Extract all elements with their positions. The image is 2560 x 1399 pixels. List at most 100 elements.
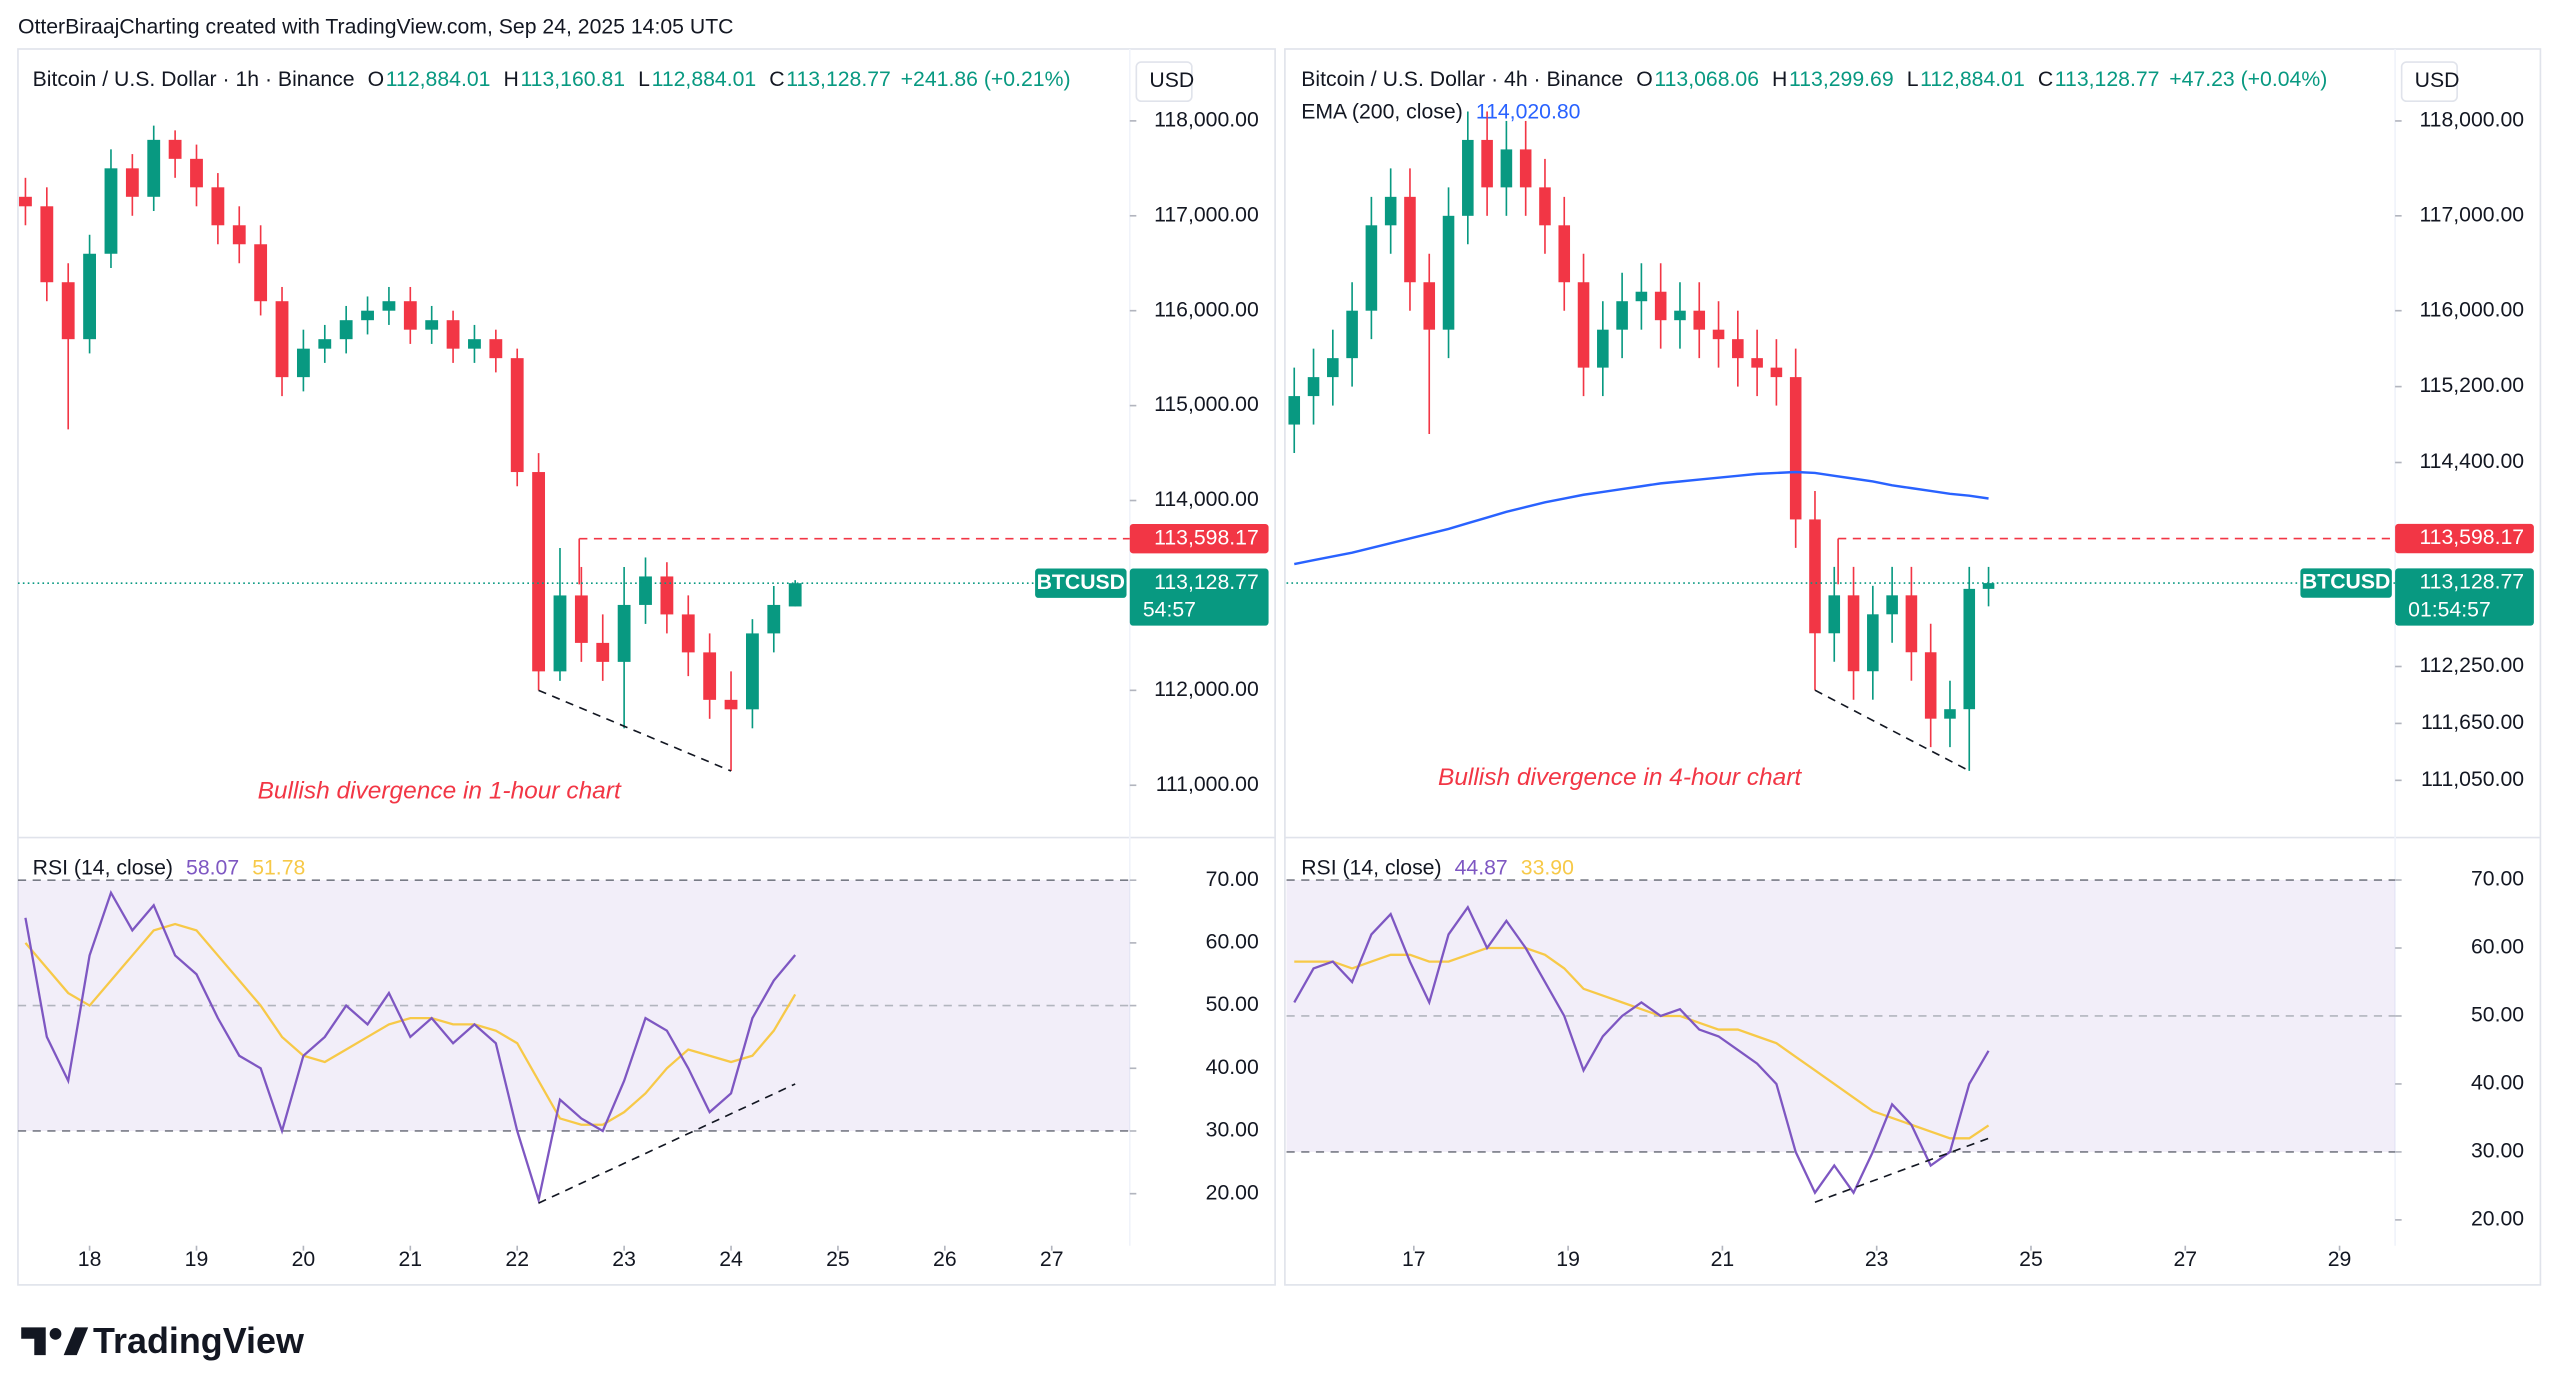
candle-body <box>1847 595 1860 672</box>
y-tick-label: 118,000.00 <box>1154 108 1259 131</box>
y-tick-label: 115,200.00 <box>2419 374 2524 397</box>
candle-body <box>1558 225 1571 283</box>
y-tick-label: 30.00 <box>1206 1119 1259 1142</box>
legend-item: 112,884.01 <box>386 68 491 91</box>
legend-item: RSI (14, close) <box>33 856 173 879</box>
candle-body <box>1635 291 1648 302</box>
panel-frame <box>1284 48 2542 1286</box>
legend-item: H <box>1772 68 1787 91</box>
legend-item: C <box>769 68 784 91</box>
legend-item: H <box>504 68 519 91</box>
candle-body <box>724 699 738 710</box>
y-tick-label: 117,000.00 <box>2419 203 2524 226</box>
y-tick-label: 114,000.00 <box>1154 488 1259 511</box>
resistance-label: 113,598.17 <box>2419 526 2524 549</box>
candle-body <box>703 652 717 700</box>
candle-body <box>1944 709 1956 719</box>
candle-body <box>1442 215 1455 330</box>
symbol-label: BTCUSD <box>2302 571 2390 594</box>
legend: EMA (200, close) 114,020.80 <box>1301 100 1580 123</box>
currency: USD <box>2415 69 2460 92</box>
credit: OtterBiraajCharting created with Trading… <box>18 15 734 38</box>
candle-body <box>1307 377 1320 397</box>
legend-item: O <box>368 68 385 91</box>
legend-item: Bitcoin / U.S. Dollar · 1h · Binance <box>33 68 355 91</box>
candle-body <box>1423 282 1436 330</box>
candle-body <box>532 472 546 672</box>
y-tick-label: 112,250.00 <box>2419 654 2524 677</box>
candle-body <box>125 168 139 197</box>
candle-body <box>1462 139 1474 216</box>
candle-body <box>1905 595 1918 653</box>
y-tick-label: 116,000.00 <box>2419 298 2524 321</box>
y-tick-label: 50.00 <box>1206 993 1259 1016</box>
rsi-line <box>24 922 797 1126</box>
brand-logo <box>21 1327 89 1356</box>
legend-item: 112,884.01 <box>652 68 757 91</box>
candle-body <box>1924 652 1937 719</box>
legend-item: 44.87 <box>1455 856 1508 879</box>
legend-item: 51.78 <box>252 856 305 879</box>
y-tick-label: 117,000.00 <box>1154 203 1259 226</box>
candle-body <box>190 158 203 188</box>
rsi-line <box>1294 946 1990 1140</box>
candle-body <box>83 253 97 340</box>
y-tick-label: 60.00 <box>2471 936 2524 959</box>
candle-body <box>339 320 353 340</box>
x-tick-label: 18 <box>78 1248 102 1271</box>
legend: Bitcoin / U.S. Dollar · 1h · Binance O 112… <box>33 68 1071 91</box>
x-tick-label: 23 <box>612 1248 636 1271</box>
x-tick-label: 17 <box>1402 1248 1426 1271</box>
candle-body <box>1982 583 1995 589</box>
candle-body <box>254 244 268 302</box>
candle-body <box>1404 196 1416 283</box>
y-tick-label: 70.00 <box>1206 868 1259 891</box>
candle-body <box>468 339 481 349</box>
x-tick-label: 27 <box>2173 1248 2197 1271</box>
candle-body <box>1886 595 1898 615</box>
candle-body <box>1654 291 1667 321</box>
candle-body <box>510 358 524 473</box>
candle-body <box>553 595 567 672</box>
y-tick-label: 60.00 <box>1206 930 1259 953</box>
divergence-line <box>538 689 732 772</box>
ema-line <box>1294 470 1989 566</box>
panel-frame <box>17 48 1276 1286</box>
candle-body <box>318 339 332 349</box>
candle-body <box>767 604 781 634</box>
candle-body <box>1481 139 1493 188</box>
candle-body <box>1693 310 1706 330</box>
symbol-tag <box>2300 568 2392 598</box>
x-tick-label: 29 <box>2328 1248 2352 1271</box>
x-tick-label: 21 <box>399 1248 423 1271</box>
candle-body <box>1770 367 1783 378</box>
legend: RSI (14, close) 44.87 33.90 <box>1301 856 1574 879</box>
candle-body <box>1789 377 1802 520</box>
brand: TradingView <box>93 1320 304 1361</box>
legend-item: Bitcoin / U.S. Dollar · 4h · Binance <box>1301 68 1623 91</box>
legend: Bitcoin / U.S. Dollar · 4h · Binance O 113… <box>1301 68 2327 91</box>
symbol-label: BTCUSD <box>1037 571 1125 594</box>
candle-body <box>104 168 118 254</box>
candle-body <box>596 642 610 662</box>
candle-body <box>147 139 161 197</box>
y-tick-label: 30.00 <box>2471 1140 2524 1163</box>
price-tag <box>2395 523 2534 554</box>
y-tick-label: 115,000.00 <box>1154 393 1259 416</box>
x-tick-label: 26 <box>933 1248 957 1271</box>
candle-body <box>1674 310 1686 321</box>
candle-body <box>617 604 631 662</box>
y-tick-label: 118,000.00 <box>2419 109 2524 132</box>
symbol-tag <box>1035 568 1127 598</box>
annotation: Bullish divergence in 4-hour chart <box>1438 764 1802 791</box>
x-tick-label: 21 <box>1711 1248 1735 1271</box>
legend-item: 112,884.01 <box>1920 68 2025 91</box>
y-tick-label: 70.00 <box>2471 868 2524 891</box>
candle-body <box>446 320 460 349</box>
x-tick-label: 19 <box>1556 1248 1580 1271</box>
candle-body <box>639 576 652 605</box>
candle-body <box>403 301 417 330</box>
